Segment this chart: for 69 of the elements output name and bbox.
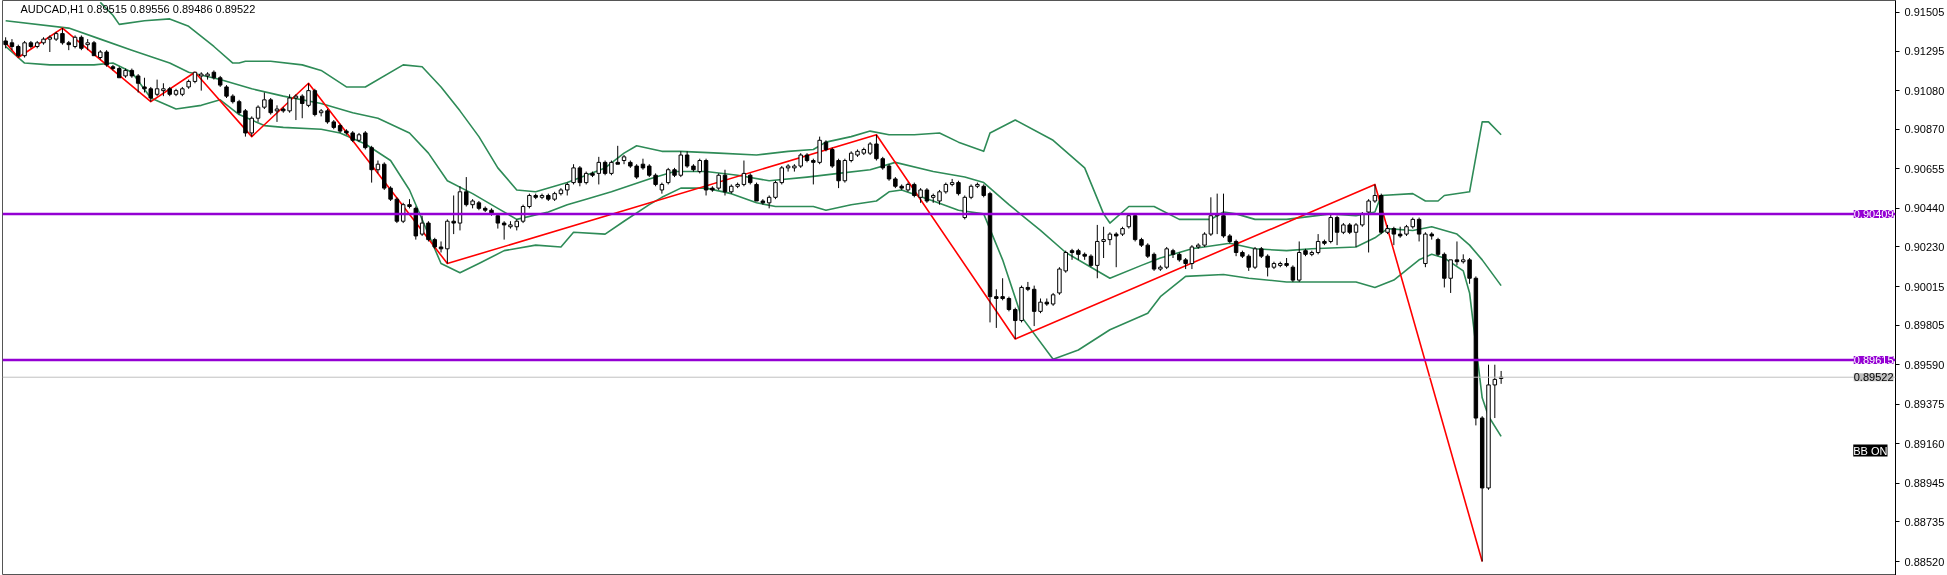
candlestick <box>760 198 766 206</box>
candlestick <box>1353 222 1359 248</box>
y-tick-label: 0.90655 <box>1904 162 1945 175</box>
candlestick <box>28 40 34 49</box>
candlestick <box>1290 264 1296 283</box>
candlestick <box>293 93 299 121</box>
ref-line-label: 0.89522 <box>1853 371 1894 384</box>
ref-line-label: 0.89615 <box>1853 354 1894 367</box>
y-tick-label: 0.88945 <box>1904 477 1945 490</box>
candlestick <box>1372 183 1378 204</box>
candlestick <box>110 64 116 71</box>
candlestick <box>274 104 280 123</box>
y-tick-label: 0.90440 <box>1904 202 1945 215</box>
candlestick <box>154 79 160 97</box>
candlestick <box>1208 196 1214 237</box>
y-tick-label: 0.88520 <box>1904 555 1945 568</box>
y-tick-label: 0.88735 <box>1904 515 1945 528</box>
candlestick <box>1189 244 1195 270</box>
y-tick-label: 0.89590 <box>1904 358 1945 371</box>
candlestick <box>1334 215 1340 246</box>
candlestick <box>1006 296 1012 312</box>
candlestick <box>968 183 974 200</box>
candlestick <box>621 154 627 165</box>
candlestick <box>255 104 261 123</box>
y-tick-label: 0.89805 <box>1904 319 1945 332</box>
y-tick-label: 0.91080 <box>1904 84 1945 97</box>
candlestick <box>703 158 709 196</box>
candlestick <box>640 158 646 171</box>
candlestick <box>1252 246 1258 270</box>
candlestick <box>337 123 343 134</box>
candlestick <box>173 88 179 97</box>
y-tick-label: 0.89160 <box>1904 437 1945 450</box>
line-series <box>4 19 1502 287</box>
y-tick-label: 0.90870 <box>1904 123 1945 136</box>
candlestick <box>602 160 608 176</box>
y-tick-label: 0.89375 <box>1904 398 1945 411</box>
ref-line-label: 0.90409 <box>1853 208 1894 221</box>
candlestick <box>905 182 911 193</box>
candlestick <box>1151 252 1157 272</box>
y-tick-label: 0.91505 <box>1904 6 1945 19</box>
candlestick <box>684 150 690 169</box>
candlestick <box>1107 231 1113 246</box>
candlestick <box>924 187 930 204</box>
candlestick <box>1233 239 1239 257</box>
candlestick <box>741 160 747 187</box>
candlestick <box>1050 292 1056 307</box>
candlestick <box>356 132 362 143</box>
candlestick <box>9 38 15 51</box>
candlestick <box>1416 217 1422 242</box>
candlestick <box>1271 261 1277 270</box>
line-series <box>4 27 1483 563</box>
annotation: BB ON <box>1853 444 1888 457</box>
candlestick <box>438 240 444 253</box>
candlestick <box>1069 248 1075 261</box>
y-tick-label: 0.90230 <box>1904 240 1945 253</box>
candlestick <box>1454 240 1460 266</box>
candlestick <box>1435 237 1441 257</box>
candlestick <box>476 200 482 211</box>
candlestick <box>823 139 829 152</box>
candlestick <box>886 163 892 182</box>
candlestick <box>804 152 810 163</box>
candlestick <box>659 182 665 195</box>
candlestick <box>558 187 564 196</box>
candlestick <box>539 193 545 200</box>
candlestick <box>47 34 53 53</box>
candlestick <box>785 163 791 173</box>
y-tick-label: 0.90015 <box>1904 280 1945 293</box>
candlestick <box>1170 248 1176 259</box>
y-tick-label: 0.91295 <box>1904 45 1945 58</box>
